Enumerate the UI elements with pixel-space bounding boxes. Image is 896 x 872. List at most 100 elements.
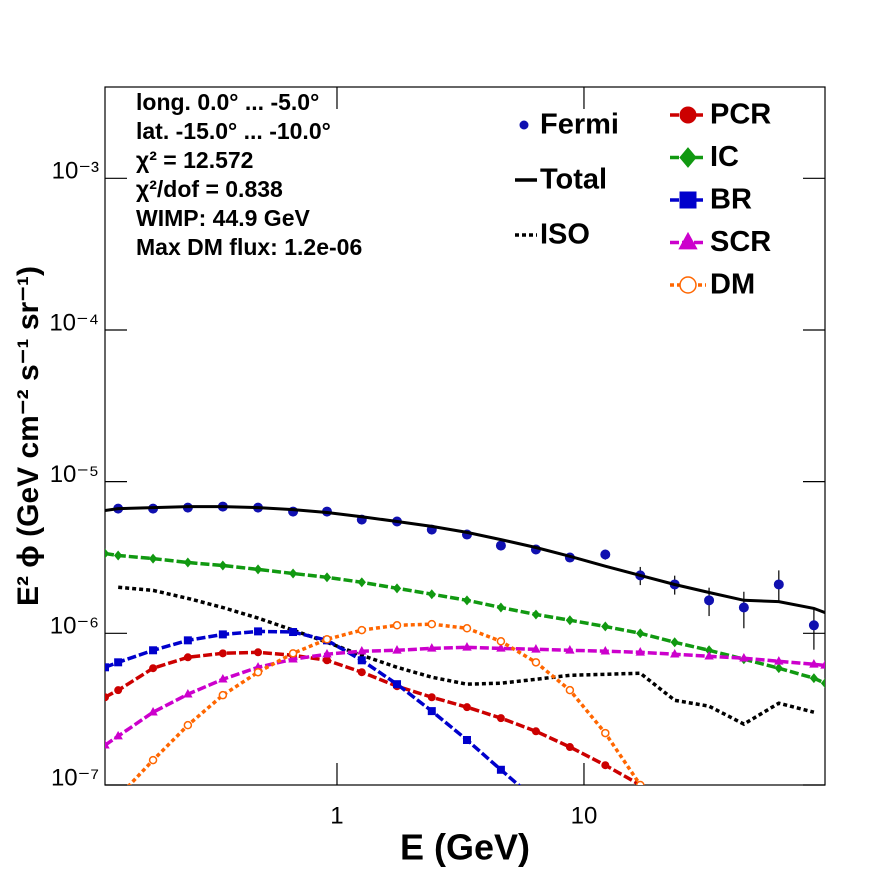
marker <box>183 720 193 730</box>
marker <box>114 550 123 561</box>
marker <box>636 780 645 785</box>
marker <box>774 663 783 674</box>
marker <box>218 690 228 700</box>
marker <box>392 583 402 594</box>
marker <box>105 663 109 672</box>
annotation: long. 0.0° ... -5.0° <box>136 89 319 115</box>
marker <box>114 686 123 695</box>
marker <box>357 645 367 655</box>
marker <box>601 761 610 770</box>
legend-label: Fermi <box>540 109 619 141</box>
marker <box>531 727 540 736</box>
marker <box>357 656 366 665</box>
marker <box>462 624 472 633</box>
legend-marker <box>679 276 697 294</box>
marker <box>149 646 158 655</box>
marker <box>288 649 298 658</box>
legend-label: SCR <box>710 226 771 258</box>
y-tick-label: 10⁻⁶ <box>50 613 99 640</box>
y-tick-label: 10⁻³ <box>52 158 99 185</box>
legend-marker <box>519 120 529 130</box>
marker <box>773 579 784 590</box>
series-line <box>105 645 825 747</box>
marker <box>114 658 123 667</box>
marker <box>531 658 541 667</box>
marker <box>808 620 819 631</box>
marker <box>149 664 158 673</box>
marker <box>218 674 228 683</box>
annotation: χ²/dof = 0.838 <box>136 176 283 202</box>
marker <box>148 553 158 564</box>
marker <box>704 651 714 660</box>
marker <box>531 644 541 653</box>
marker <box>427 693 436 702</box>
marker <box>809 673 819 684</box>
marker <box>462 736 471 745</box>
annotation: WIMP: 44.9 GeV <box>136 205 310 231</box>
marker <box>427 707 436 716</box>
marker <box>183 653 192 662</box>
x-axis-title: E (GeV) <box>400 827 530 868</box>
marker <box>427 643 437 652</box>
marker <box>105 693 109 702</box>
marker <box>738 602 749 613</box>
marker <box>322 656 331 665</box>
marker <box>288 568 298 579</box>
marker <box>565 743 574 752</box>
marker <box>462 703 471 712</box>
marker <box>254 627 263 636</box>
marker <box>253 667 263 677</box>
marker <box>531 609 541 620</box>
marker <box>253 564 263 575</box>
marker <box>636 628 645 639</box>
marker <box>495 540 506 551</box>
marker <box>600 549 611 560</box>
legend-label: Total <box>540 164 607 196</box>
legend-marker <box>678 231 698 250</box>
annotation: lat. -15.0° ... -10.0° <box>136 118 331 144</box>
marker <box>218 560 227 571</box>
marker <box>322 649 332 658</box>
marker <box>462 642 472 651</box>
marker <box>496 643 506 652</box>
x-tick-label: 10 <box>571 802 598 829</box>
legend-marker <box>679 191 697 209</box>
y-tick-label: 10⁻⁵ <box>50 461 99 488</box>
marker <box>392 621 402 630</box>
legend-marker <box>679 106 697 124</box>
marker <box>357 668 366 677</box>
legend-label: ISO <box>540 219 590 251</box>
marker <box>322 635 332 644</box>
marker <box>289 628 298 637</box>
marker <box>148 755 158 765</box>
marker <box>357 625 367 635</box>
marker <box>105 548 110 559</box>
marker <box>392 645 402 654</box>
x-tick-label: 1 <box>330 802 343 829</box>
marker <box>496 714 505 723</box>
y-tick-label: 10⁻⁷ <box>51 764 99 791</box>
marker <box>739 653 749 662</box>
series-line <box>105 629 522 785</box>
marker <box>393 680 402 689</box>
marker <box>105 739 110 749</box>
marker <box>601 621 610 632</box>
marker <box>600 645 610 655</box>
marker <box>820 678 825 689</box>
marker <box>565 615 575 626</box>
marker <box>704 595 715 606</box>
marker <box>183 688 193 698</box>
plot-area <box>105 501 825 785</box>
marker <box>670 649 680 658</box>
marker <box>820 660 825 669</box>
marker <box>148 706 158 716</box>
marker <box>288 653 298 663</box>
series-line <box>127 622 642 785</box>
marker <box>427 589 436 600</box>
marker <box>774 656 784 665</box>
series-line <box>105 505 825 615</box>
marker <box>113 730 123 740</box>
